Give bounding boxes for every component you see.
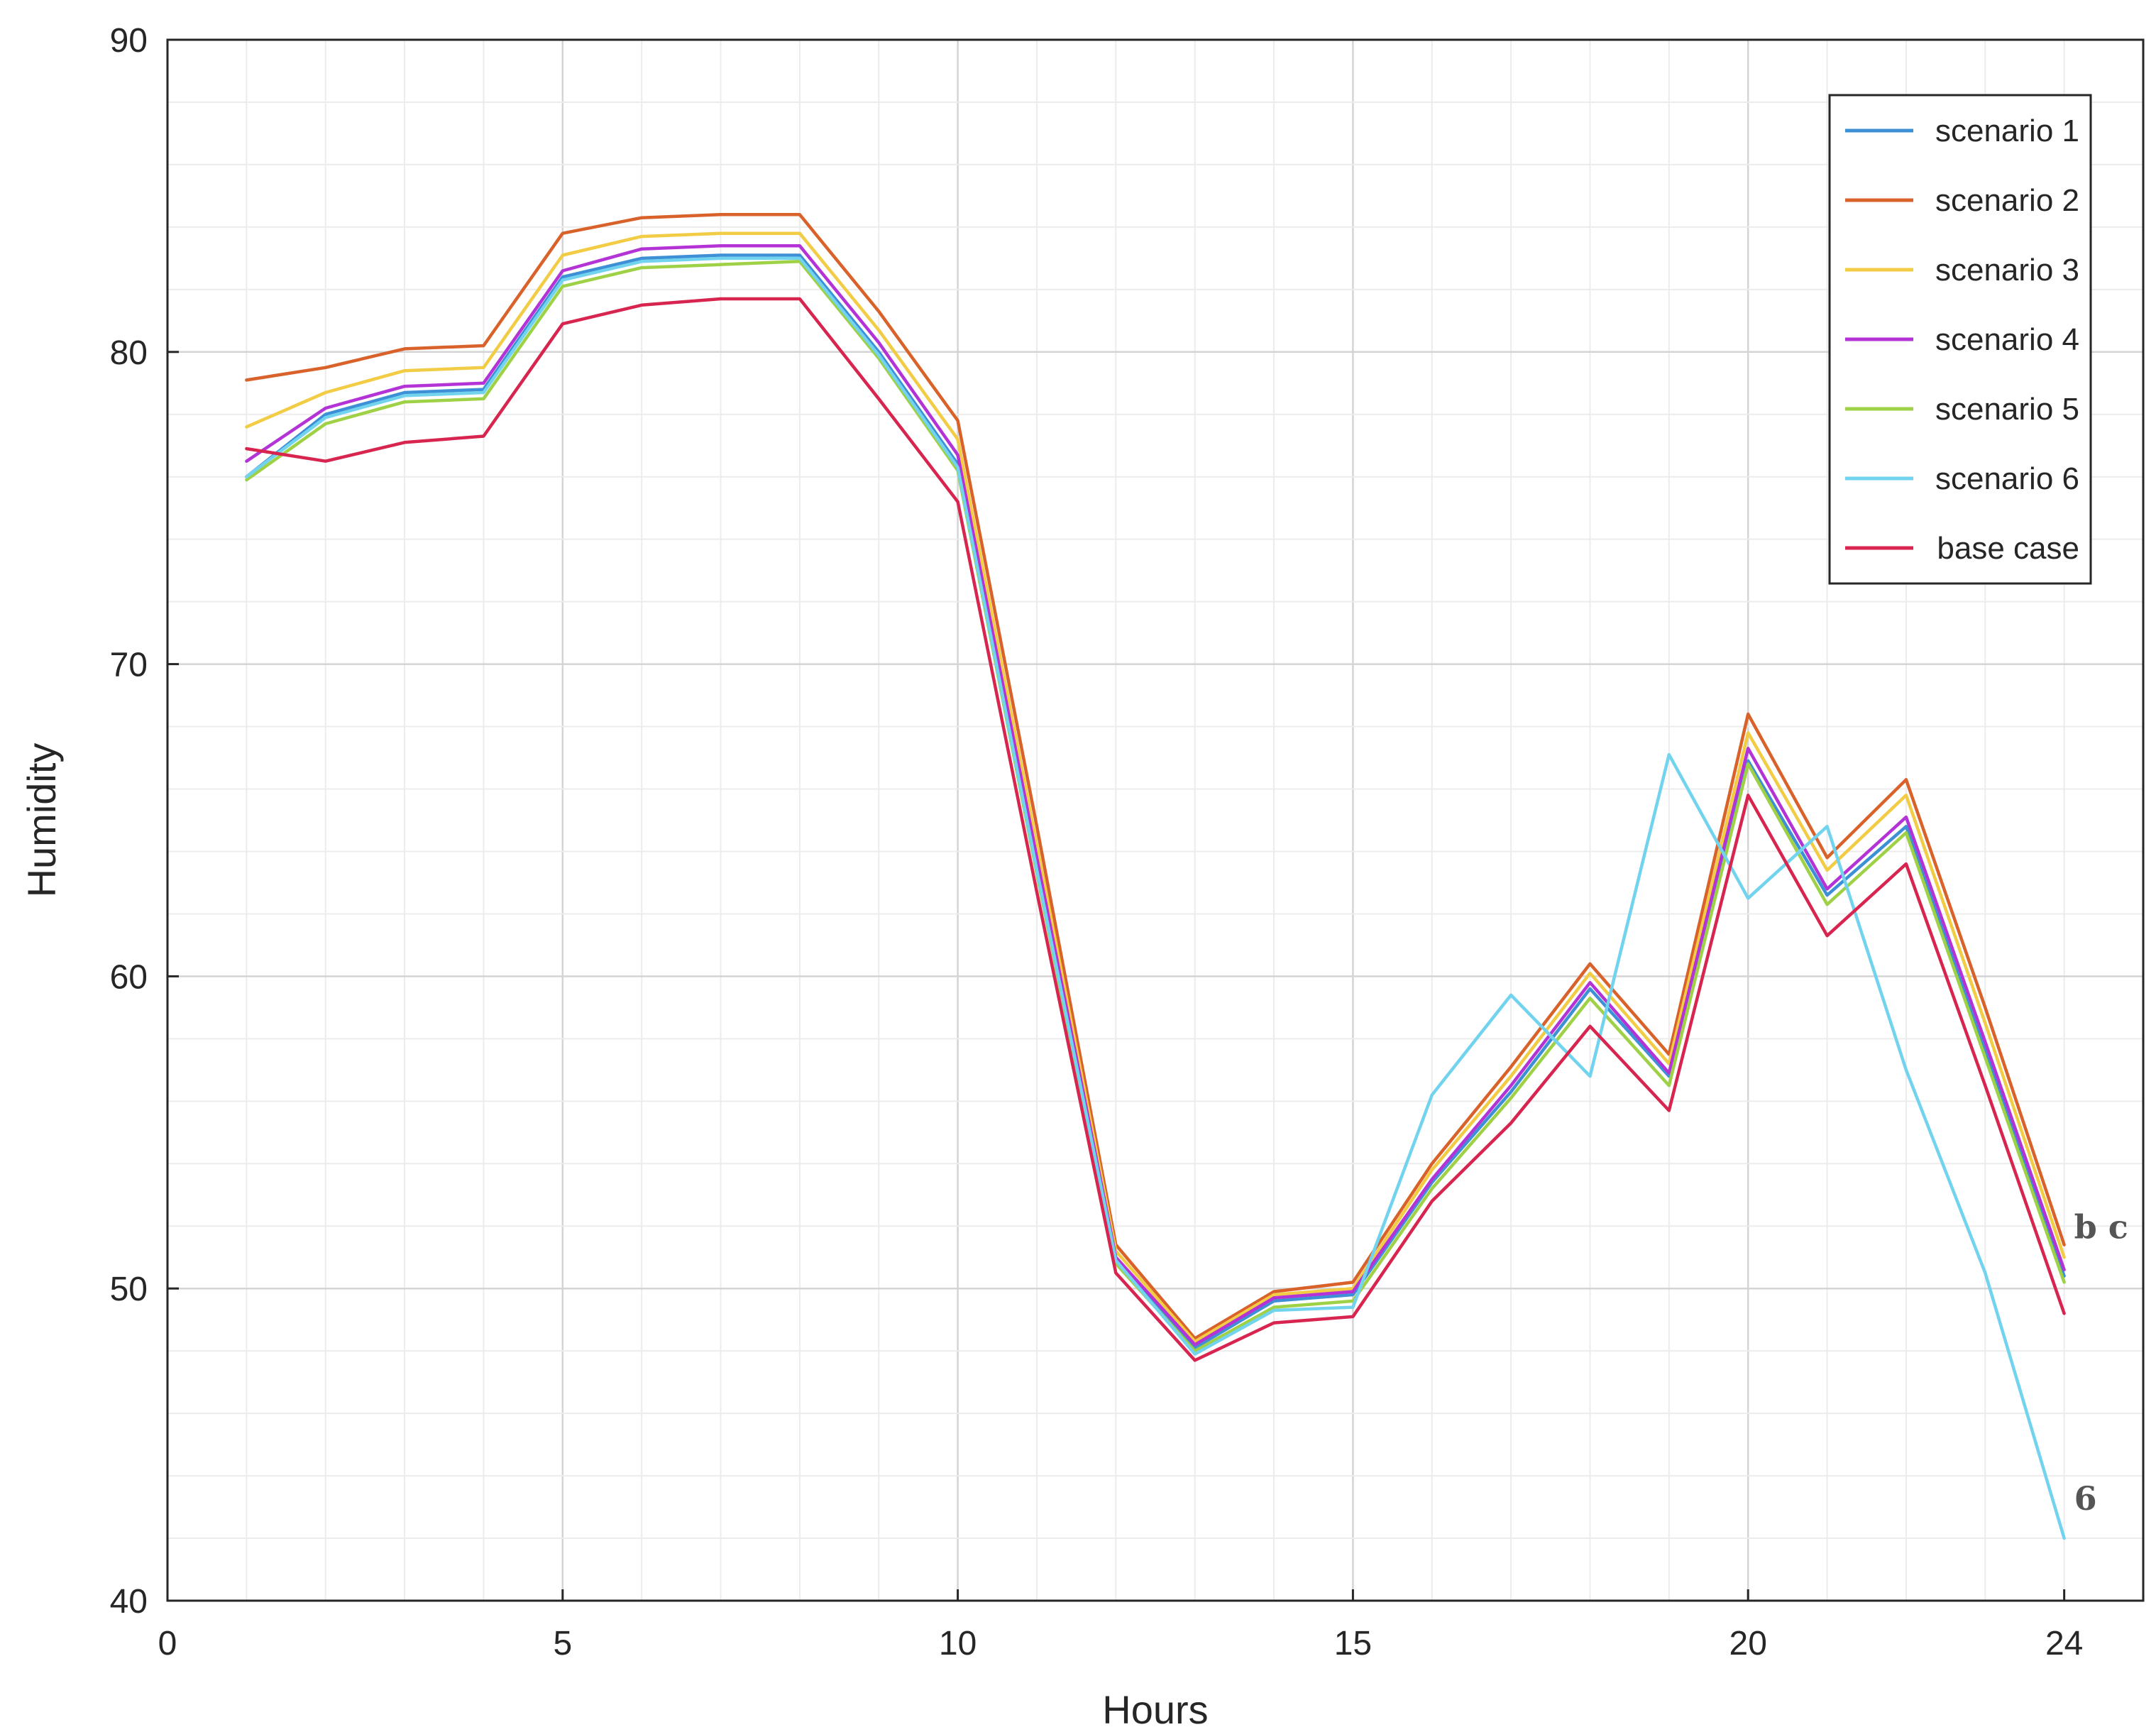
series-line-scenario-1: [245, 253, 2066, 1350]
legend-label: scenario 1: [1935, 114, 2079, 148]
legend-label: base case: [1937, 531, 2079, 566]
x-tick-label: 20: [1729, 1625, 1767, 1662]
x-axis-label: Hours: [1102, 1687, 1208, 1732]
legend-label: scenario 5: [1935, 392, 2079, 427]
x-tick-label: 0: [158, 1625, 177, 1662]
x-tick-label: 10: [939, 1625, 977, 1662]
y-tick-label: 90: [110, 22, 148, 60]
series-lines: [245, 213, 2066, 1540]
series-line-scenario-2: [245, 213, 2066, 1340]
y-axis-label: Humidity: [19, 743, 64, 898]
y-tick-label: 80: [110, 334, 148, 372]
legend-label: scenario 4: [1935, 322, 2079, 357]
series-line-base-case: [245, 297, 2066, 1362]
x-tick-label: 15: [1334, 1625, 1372, 1662]
series-line-scenario-4: [245, 244, 2066, 1347]
line-annotations: b c 6: [2074, 1207, 2128, 1518]
y-tick-label: 40: [110, 1583, 148, 1621]
y-tick-label: 70: [110, 647, 148, 684]
series-line-scenario-6: [245, 256, 2066, 1540]
x-tick-label: 5: [553, 1625, 572, 1662]
axis-ticks: 0 5 10 15 20 24 40 50 60 70 80 90: [110, 22, 2084, 1662]
line-annotation: 6: [2074, 1479, 2097, 1518]
y-tick-label: 50: [110, 1271, 148, 1308]
x-tick-label: 24: [2045, 1625, 2083, 1662]
legend-label: scenario 2: [1935, 183, 2079, 218]
legend-label: scenario 6: [1935, 461, 2079, 496]
line-annotation: b c: [2074, 1207, 2128, 1246]
legend-label: scenario 3: [1935, 253, 2079, 287]
y-tick-label: 60: [110, 958, 148, 996]
legend: scenario 1 scenario 2 scenario 3 scenario 4…: [1828, 94, 2092, 585]
plot-frame: [166, 38, 2145, 1602]
series-line-scenario-3: [245, 231, 2066, 1344]
